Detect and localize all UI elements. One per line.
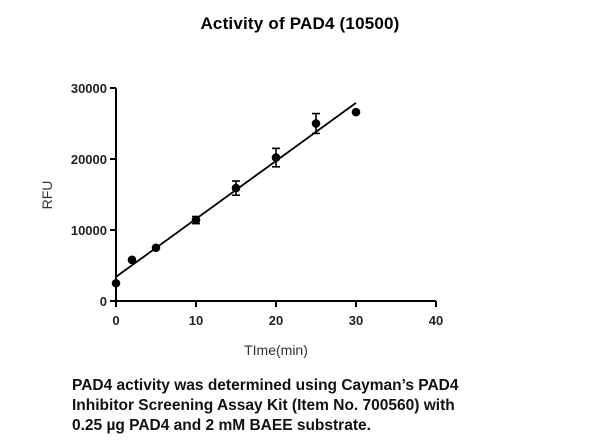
chart-title: Activity of PAD4 (10500) (200, 14, 400, 33)
x-tick-label: 10 (189, 313, 203, 328)
y-tick-label: 30000 (71, 81, 107, 96)
data-point (351, 107, 361, 117)
x-axis-label: TIme(min) (244, 342, 308, 358)
axes: 0 10000 20000 30000 0 10 20 30 40 (71, 81, 443, 328)
figure-caption: PAD4 activity was determined using Cayma… (72, 376, 592, 436)
data-point (127, 255, 137, 265)
data-point (151, 243, 161, 253)
data-point (231, 183, 241, 193)
data-point (311, 119, 321, 128)
x-tick-label: 30 (349, 313, 363, 328)
data-points (111, 107, 361, 288)
y-tick-label: 0 (100, 294, 107, 309)
x-tick-label: 20 (269, 313, 283, 328)
data-point (191, 215, 201, 225)
data-point (111, 278, 121, 288)
caption-line: PAD4 activity was determined using Cayma… (72, 377, 459, 394)
data-point (271, 153, 281, 162)
y-tick-label: 10000 (71, 223, 107, 238)
y-tick-label: 20000 (71, 152, 107, 167)
caption-line: Inhibitor Screening Assay Kit (Item No. … (72, 397, 455, 414)
caption-line: 0.25 µg PAD4 and 2 mM BAEE substrate. (72, 417, 371, 434)
x-tick-label: 0 (112, 313, 119, 328)
plot-area: 0 10000 20000 30000 0 10 20 30 40 TIme(min) RFU (39, 81, 443, 358)
y-axis-label: RFU (39, 181, 55, 210)
x-tick-label: 40 (429, 313, 443, 328)
